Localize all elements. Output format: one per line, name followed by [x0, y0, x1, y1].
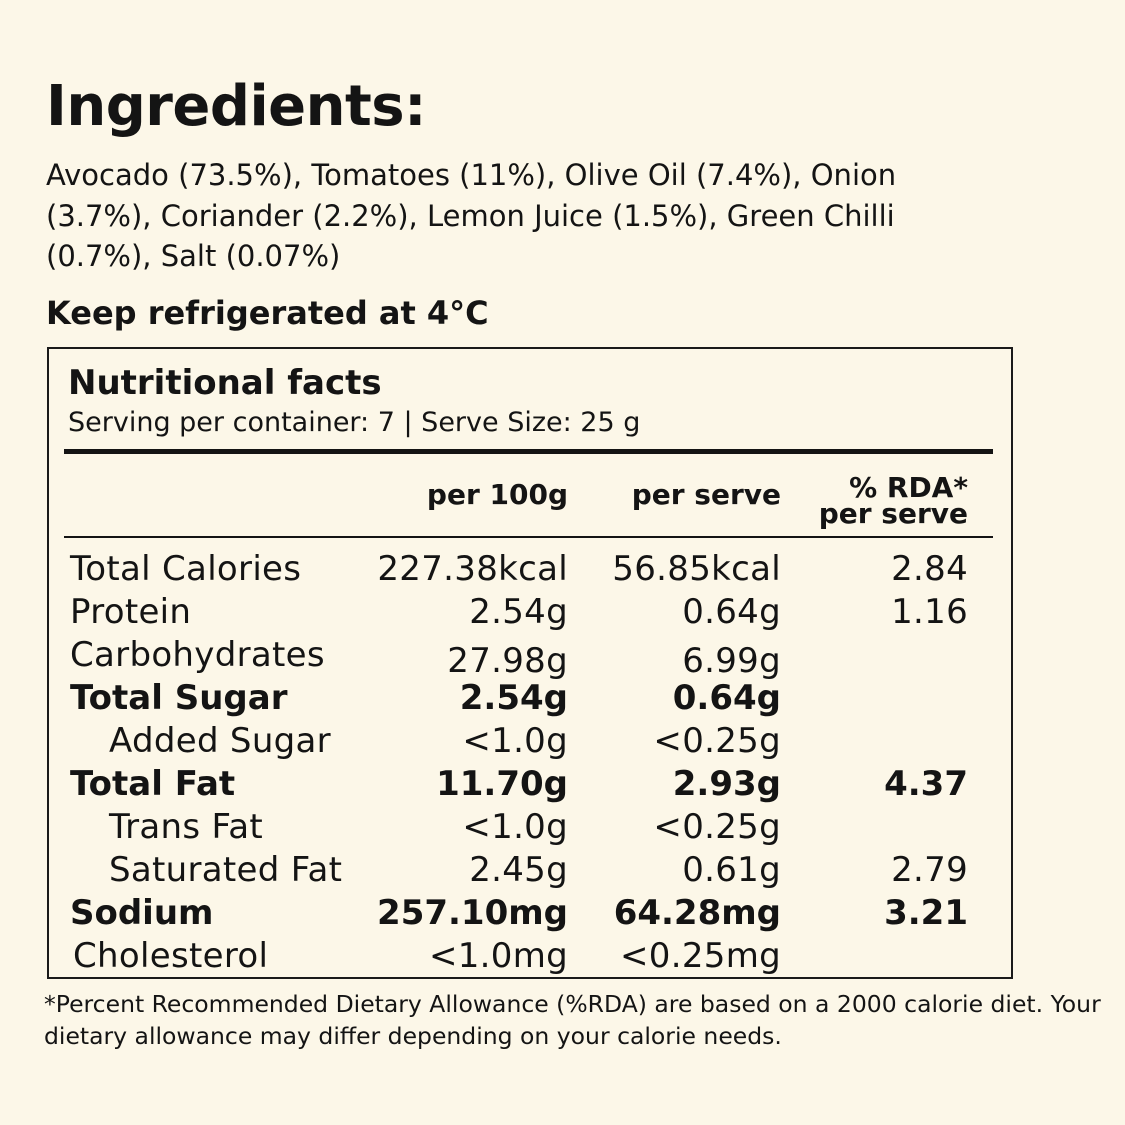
table-row: Protein 2.54g 0.64g 1.16 [49, 590, 1011, 633]
table-row: Total Calories 227.38kcal 56.85kcal 2.84 [49, 547, 1011, 590]
column-header-per-serve: per serve [631, 478, 781, 511]
table-row: Added Sugar <1.0g <0.25g [49, 719, 1011, 762]
table-row: Saturated Fat 2.45g 0.61g 2.79 [49, 848, 1011, 891]
row-label: Cholesterol [73, 936, 269, 976]
rda-value: 2.79 [891, 850, 968, 890]
table-row: Trans Fat <1.0g <0.25g [49, 805, 1011, 848]
storage-instructions: Keep refrigerated at 4°C [46, 294, 489, 332]
per-serve-value: 6.99g [682, 641, 781, 681]
ingredients-list: Avocado (73.5%), Tomatoes (11%), Olive O… [46, 158, 897, 273]
table-row: Total Sugar 2.54g 0.64g [49, 676, 1011, 719]
table-row: Cholesterol <1.0mg <0.25mg [49, 934, 1011, 977]
per-serve-value: 64.28mg [613, 893, 781, 933]
per-100g-value: 11.70g [436, 764, 568, 804]
rda-value: 4.37 [884, 764, 968, 804]
nutrition-table: Total Calories 227.38kcal 56.85kcal 2.84… [49, 547, 1011, 977]
per-100g-value: <1.0g [462, 807, 568, 847]
per-serve-value: <0.25g [653, 721, 781, 761]
per-100g-value: <1.0g [462, 721, 568, 761]
row-label: Protein [70, 592, 192, 632]
row-label: Sodium [70, 893, 214, 933]
per-serve-value: 0.64g [672, 678, 781, 718]
per-serve-value: 0.61g [682, 850, 781, 890]
column-header-rda-line2: per serve [818, 497, 968, 530]
per-100g-value: 2.54g [459, 678, 568, 718]
column-header-per-100g: per 100g [426, 478, 568, 511]
per-serve-value: <0.25mg [620, 936, 781, 976]
nutrition-title: Nutritional facts [68, 363, 382, 403]
per-100g-value: 227.38kcal [377, 549, 568, 589]
per-serve-value: 0.64g [682, 592, 781, 632]
serving-info: Serving per container: 7 | Serve Size: 2… [68, 407, 641, 438]
table-row: Total Fat 11.70g 2.93g 4.37 [49, 762, 1011, 805]
rda-value: 2.84 [891, 549, 968, 589]
thick-divider [64, 449, 993, 454]
rda-value: 1.16 [891, 592, 968, 632]
table-row: Sodium 257.10mg 64.28mg 3.21 [49, 891, 1011, 934]
ingredients-heading: Ingredients: [46, 74, 427, 139]
rda-footnote: *Percent Recommended Dietary Allowance (… [44, 990, 1101, 1050]
column-header-rda-line1: % RDA* [849, 471, 968, 504]
per-100g-value: 27.98g [447, 641, 568, 681]
row-label: Trans Fat [109, 807, 263, 847]
per-100g-value: 2.54g [469, 592, 568, 632]
rda-value: 3.21 [884, 893, 968, 933]
per-100g-value: <1.0mg [428, 936, 568, 976]
row-label: Total Sugar [70, 678, 288, 718]
per-serve-value: <0.25g [653, 807, 781, 847]
row-label: Saturated Fat [109, 850, 343, 890]
column-header-rda: % RDA* per serve [818, 471, 968, 530]
row-label: Carbohydrates [70, 635, 325, 675]
per-100g-value: 2.45g [469, 850, 568, 890]
per-serve-value: 56.85kcal [612, 549, 781, 589]
row-label: Total Calories [70, 549, 302, 589]
row-label: Total Fat [70, 764, 236, 804]
per-100g-value: 257.10mg [377, 893, 568, 933]
row-label: Added Sugar [109, 721, 331, 761]
nutrition-facts-panel: Nutritional facts Serving per container:… [47, 347, 1013, 979]
thin-divider [64, 536, 993, 538]
per-serve-value: 2.93g [672, 764, 781, 804]
table-row: Carbohydrates 27.98g 6.99g [49, 633, 1011, 681]
